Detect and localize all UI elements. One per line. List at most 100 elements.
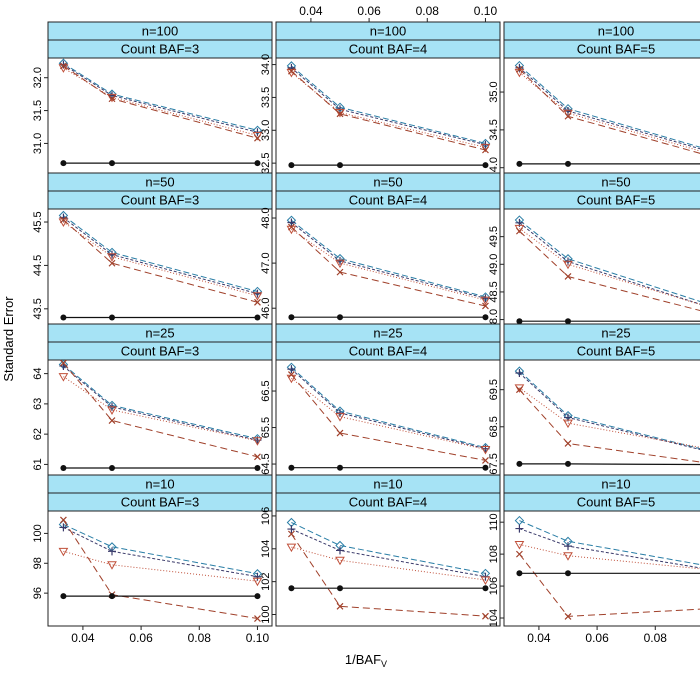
plus-marker [253,572,262,581]
dot-marker [482,314,489,321]
y-tick-label: 34.0 [260,54,272,75]
triangle-marker [107,406,117,415]
series-line-diamond [519,520,700,566]
triangle-marker [286,543,297,553]
strip-n-label: n=100 [370,24,407,39]
dot-marker [254,465,261,472]
triangle-marker [335,413,345,422]
dot-marker [565,460,571,467]
strip-n-label: n=25 [601,326,630,341]
cross-marker [336,110,344,118]
series-line-triangle [519,544,700,570]
cross-marker [482,612,489,620]
plus-marker [287,365,296,374]
dot-marker [254,593,261,600]
dot-marker [288,314,295,321]
cross-marker [254,615,261,622]
series-line-plus [63,365,258,441]
cross-marker [108,95,116,103]
strip-n-label: n=100 [142,24,179,39]
plus-marker [515,368,524,377]
y-tick-label: 102 [260,572,272,590]
y-tick-label: 49.0 [488,254,500,275]
dot-marker [60,314,67,321]
strip-n-label: n=25 [145,326,174,341]
strip-count-label: Count BAF=4 [349,495,427,510]
y-tick-label: 65.5 [260,417,272,438]
cross-marker [515,386,523,394]
dot-marker [482,162,489,169]
series-line-plus [63,526,258,578]
plus-marker [336,546,344,555]
plus-marker [336,408,344,417]
series-line-cross [519,389,700,463]
panel: n=25 Count BAF=3 61 62 63 64 [32,323,273,476]
y-tick-label: 33.5 [260,87,272,108]
dot-marker [60,465,67,472]
cross-marker [336,268,344,276]
x-tick-label: 0.10 [474,4,498,18]
x-tick-label: 0.06 [585,631,609,645]
cross-marker [515,550,523,558]
strip-n-label: n=10 [373,477,402,492]
x-tick-label: 0.04 [527,631,551,645]
series-line-dot [519,463,700,466]
y-tick-label: 32.5 [260,152,272,173]
panel-grid: n=100 Count BAF=3 31.0 31.5 32.0 n=100 Count B… [32,4,700,645]
plus-marker [253,289,262,298]
strip-n-label: n=10 [601,477,630,492]
cross-marker [515,227,523,235]
triangle-marker [563,419,573,429]
y-tick-label: 66.5 [260,380,272,401]
dot-marker [516,460,523,467]
panel: n=10 Count BAF=3 96 98 100 0.04 0.06 0.08 0.10 [32,474,273,645]
series-line-triangle [291,72,486,148]
series-line-cross [290,533,486,617]
dot-marker [482,585,489,592]
plus-marker [108,547,116,556]
dot-marker [337,162,343,169]
plus-marker [108,250,116,259]
y-tick-label: 100 [32,524,44,542]
dot-marker [516,570,523,577]
triangle-marker [335,556,345,566]
cross-marker [515,65,523,73]
panel: n=25 Count BAF=4 64.5 65.5 66.5 [260,323,501,476]
dot-marker [337,585,343,592]
triangle-marker [252,577,263,587]
x-tick-label: 0.06 [129,631,153,645]
series-line-diamond [519,65,700,148]
cross-marker [287,67,295,75]
series-line-cross [63,219,258,303]
series-line-plus [519,222,700,305]
strip-count-label: Count BAF=3 [121,42,199,57]
y-tick-label: 106 [260,507,272,525]
triangle-marker [563,552,573,561]
plot-frame [47,208,273,325]
strip-n-label: n=50 [601,175,630,190]
dot-marker [565,318,571,325]
series-line-triangle [519,387,700,448]
triangle-marker [58,547,69,557]
series-line-triangle [519,72,700,152]
series-line-diamond [291,65,486,144]
triangle-marker [107,561,117,570]
y-tick-label: 34.5 [488,119,500,140]
strip-count-label: Count BAF=5 [577,42,655,57]
series-line-cross [519,68,700,154]
cross-marker [564,612,572,620]
series-line-diamond [63,523,258,575]
strip-count-label: Count BAF=3 [121,495,199,510]
cross-marker [59,62,67,70]
triangle-marker [252,292,263,301]
series-line-triangle [291,377,486,450]
y-tick-label: 31.5 [32,100,44,121]
panel: n=50 Count BAF=4 46.0 47.0 48.0 [260,172,501,325]
plus-marker [287,525,296,534]
dot-marker [565,160,571,167]
y-axis-label: Standard Error [1,296,16,382]
dot-marker [337,314,343,321]
plot-frame [47,510,273,627]
